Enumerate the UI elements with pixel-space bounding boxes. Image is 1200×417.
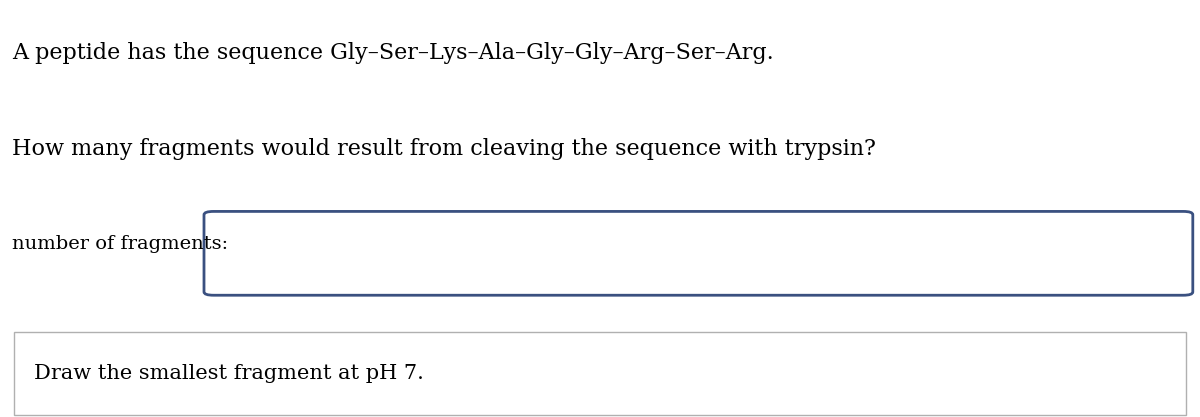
Text: number of fragments:: number of fragments: bbox=[12, 235, 228, 253]
Text: How many fragments would result from cleaving the sequence with trypsin?: How many fragments would result from cle… bbox=[12, 138, 876, 160]
Text: A peptide has the sequence Gly–Ser–Lys–Ala–Gly–Gly–Arg–Ser–Arg.: A peptide has the sequence Gly–Ser–Lys–A… bbox=[12, 42, 774, 64]
Text: Draw the smallest fragment at pH 7.: Draw the smallest fragment at pH 7. bbox=[34, 364, 424, 383]
